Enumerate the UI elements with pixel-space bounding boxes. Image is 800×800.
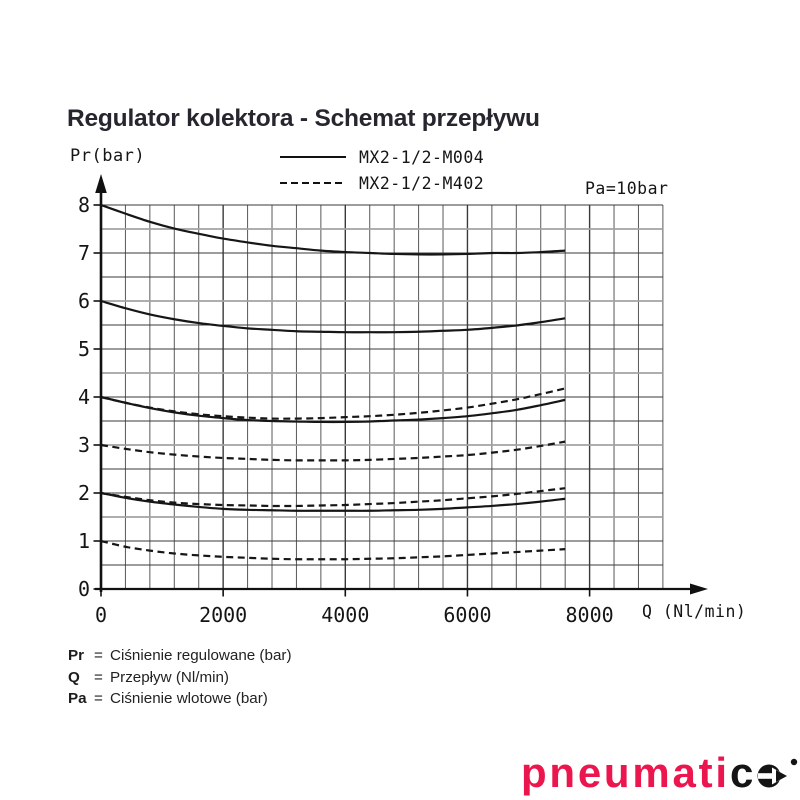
y-tick-label: 5: [78, 337, 90, 361]
curve-MX2-1/2-M004-pr2: [100, 491, 566, 512]
target-arrow-icon: [757, 764, 787, 788]
logo-text-secondary: c: [730, 749, 753, 796]
x-tick-label: 4000: [321, 603, 369, 627]
y-axis-label: Pr(bar): [70, 146, 146, 166]
definition-text: Przepływ (Nl/min): [110, 668, 229, 686]
dashed-line-icon: [280, 182, 346, 184]
y-tick-label: 8: [78, 193, 90, 217]
legend-item-m402: MX2-1/2-M402: [280, 173, 485, 193]
pneumatico-logo: pneumati c: [521, 749, 798, 796]
legend-item-m004: MX2-1/2-M004: [280, 147, 485, 167]
curve-MX2-1/2-M402-pr1: [100, 539, 566, 561]
x-axis-arrow-icon: [690, 583, 708, 595]
x-tick-label: 8000: [566, 603, 614, 627]
definition-row: Q = Przepływ (Nl/min): [68, 667, 292, 689]
curve-MX2-1/2-M402-pr3: [100, 440, 566, 462]
x-tick-label: 2000: [199, 603, 247, 627]
x-tick-label: 6000: [443, 603, 491, 627]
y-tick-label: 3: [78, 433, 90, 457]
curve-MX2-1/2-M004-pr8: [100, 203, 566, 256]
curve-MX2-1/2-M004-pr6: [100, 299, 566, 334]
y-tick-label: 0: [78, 577, 90, 601]
equals-sign: =: [94, 647, 103, 664]
solid-line-icon: [280, 156, 346, 158]
y-tick-label: 4: [78, 385, 90, 409]
symbol-definitions: Pr = Ciśnienie regulowane (bar) Q = Prze…: [68, 645, 292, 710]
definition-text: Ciśnienie wlotowe (bar): [110, 690, 268, 707]
page-title: Regulator kolektora - Schemat przepływu: [67, 105, 540, 133]
curve-MX2-1/2-M402-pr4: [100, 387, 566, 420]
y-tick-label: 6: [78, 289, 90, 313]
definition-row: Pr = Ciśnienie regulowane (bar): [68, 645, 292, 667]
inlet-pressure-annotation: Pa=10bar: [585, 179, 669, 198]
curve-MX2-1/2-M402-pr2: [100, 487, 566, 508]
definition-row: Pa = Ciśnienie wlotowe (bar): [68, 688, 292, 710]
x-tick-label: 0: [95, 603, 107, 627]
equals-sign: =: [94, 690, 103, 707]
y-tick-label: 2: [78, 481, 90, 505]
equals-sign: =: [94, 668, 103, 686]
definition-term: Pa: [68, 690, 87, 707]
trademark-dot-icon: [790, 758, 798, 766]
curve-MX2-1/2-M004-pr4: [100, 395, 566, 424]
y-tick-label: 7: [78, 241, 90, 265]
definition-term: Q: [68, 668, 80, 686]
y-tick-label: 1: [78, 529, 90, 553]
y-axis-arrow-icon: [95, 174, 107, 193]
legend-label: MX2-1/2-M004: [359, 147, 485, 167]
definition-text: Ciśnienie regulowane (bar): [110, 647, 292, 664]
definition-term: Pr: [68, 647, 85, 664]
x-axis-label: Q (Nl/min): [642, 602, 747, 621]
legend-label: MX2-1/2-M402: [359, 173, 485, 193]
logo-text-primary: pneumati: [521, 749, 727, 796]
